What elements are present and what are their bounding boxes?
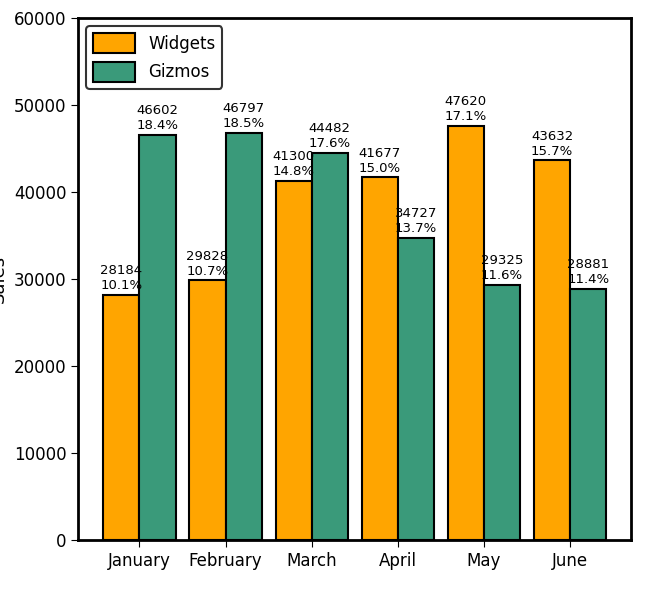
Text: 41300
14.8%: 41300 14.8% xyxy=(273,150,314,178)
Bar xyxy=(104,295,139,540)
Text: 44482
17.6%: 44482 17.6% xyxy=(309,122,351,151)
Text: 43632
15.7%: 43632 15.7% xyxy=(531,130,573,158)
Bar xyxy=(226,133,262,540)
Text: 46602
18.4%: 46602 18.4% xyxy=(137,104,178,132)
Legend: Widgets, Gizmos: Widgets, Gizmos xyxy=(87,26,222,89)
Bar xyxy=(362,178,398,540)
Bar xyxy=(398,238,434,540)
Text: 34727
13.7%: 34727 13.7% xyxy=(395,207,437,235)
Bar xyxy=(189,280,226,540)
Text: 46797
18.5%: 46797 18.5% xyxy=(223,102,265,130)
Bar xyxy=(448,126,484,540)
Text: 29325
11.6%: 29325 11.6% xyxy=(481,254,523,282)
Bar xyxy=(275,181,312,540)
Text: 47620
17.1%: 47620 17.1% xyxy=(445,95,487,123)
Text: 28881
11.4%: 28881 11.4% xyxy=(567,258,609,286)
Text: 28184
10.1%: 28184 10.1% xyxy=(100,264,143,292)
Bar xyxy=(139,134,176,540)
Bar xyxy=(312,153,348,540)
Text: 41677
15.0%: 41677 15.0% xyxy=(359,147,401,175)
Bar xyxy=(484,285,520,540)
Text: 29828
10.7%: 29828 10.7% xyxy=(186,250,229,278)
Bar xyxy=(570,289,606,540)
Bar xyxy=(534,160,570,540)
Y-axis label: Sales: Sales xyxy=(0,255,8,303)
